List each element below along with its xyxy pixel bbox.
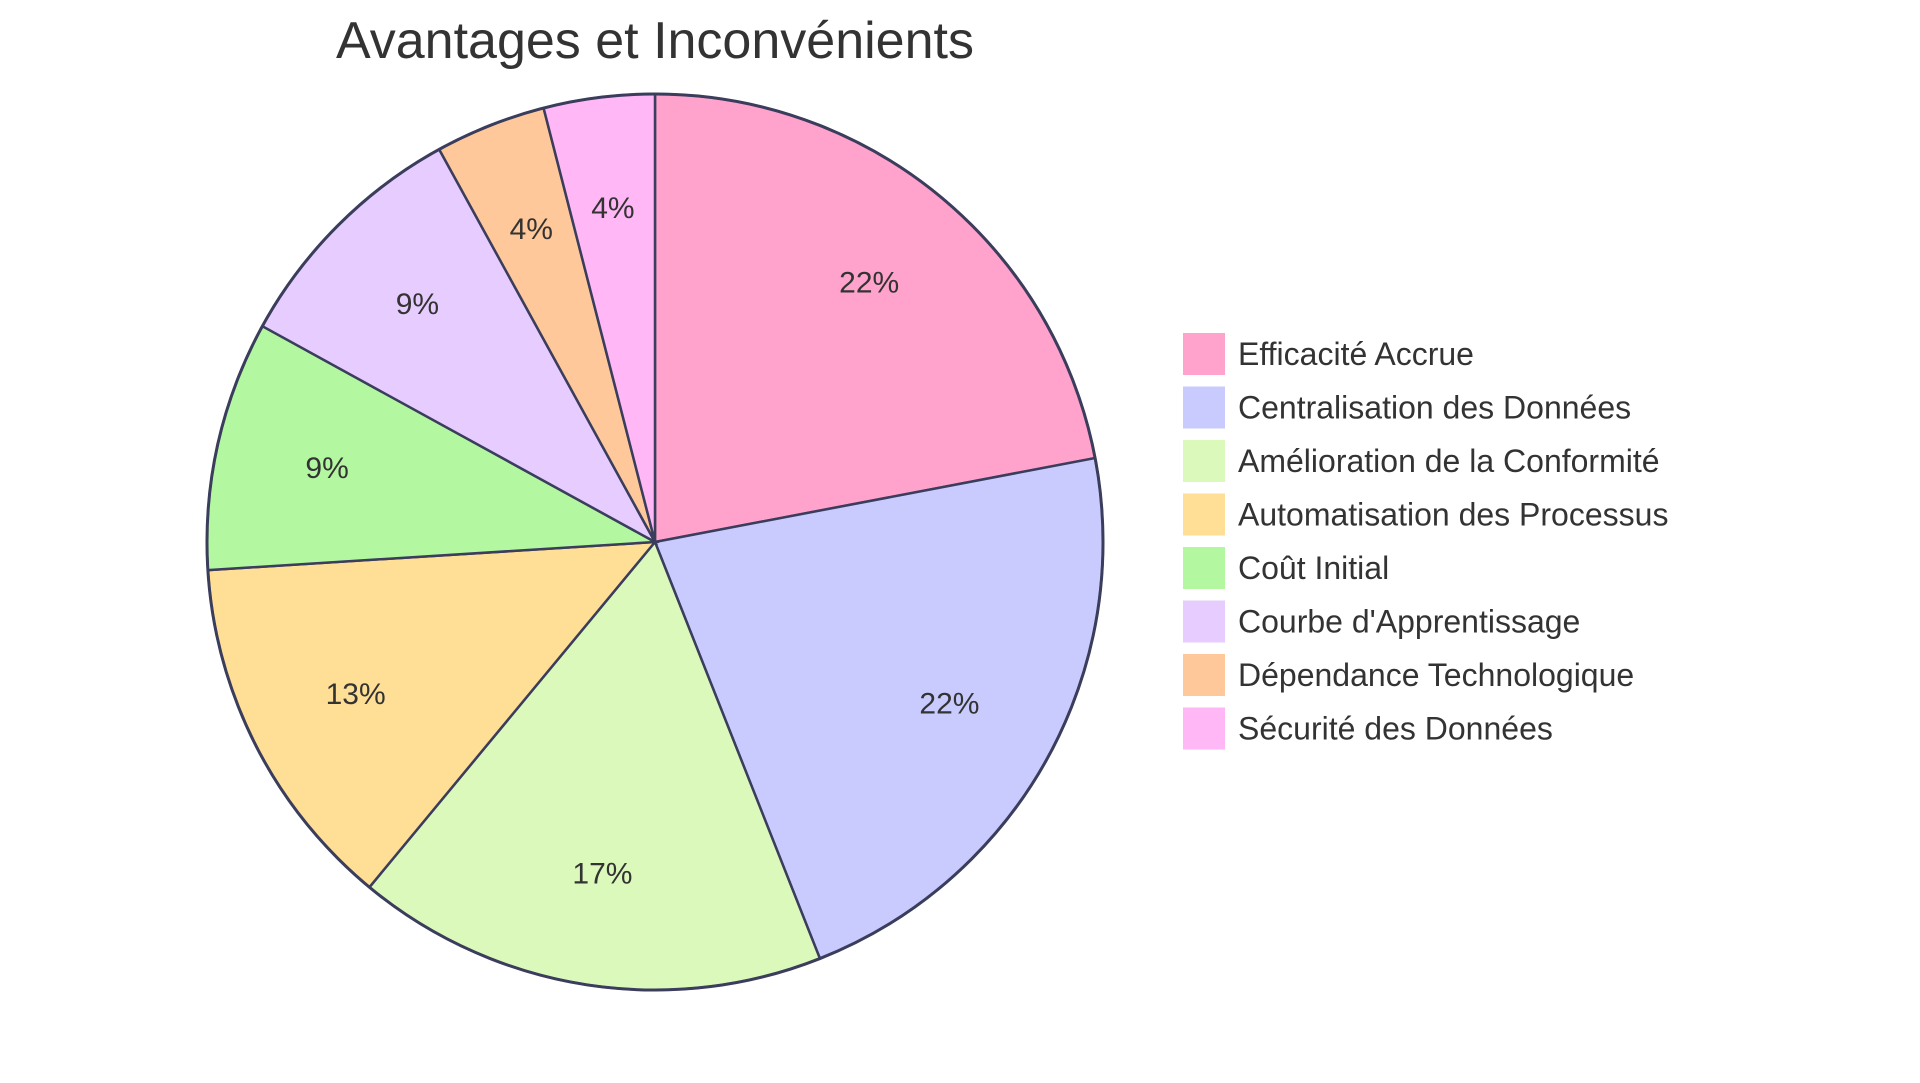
legend-swatch-centralisation-des-donnees [1181, 384, 1227, 431]
legend-label-cout-initial: Coût Initial [1238, 550, 1389, 586]
legend-label-amelioration-de-la-conformite: Amélioration de la Conformité [1238, 443, 1660, 479]
legend-label-efficacite-accrue: Efficacité Accrue [1238, 336, 1474, 372]
legend-label-automatisation-des-processus: Automatisation des Processus [1238, 497, 1668, 533]
legend: Efficacité Accrue Centralisation des Donn… [1181, 331, 1668, 752]
legend-label-dependance-technologique: Dépendance Technologique [1238, 657, 1634, 693]
slice-value-label: 22% [839, 267, 899, 300]
slice-value-label: 22% [919, 687, 979, 720]
pie-slice-labels: 22% 22% 17% 13% 9% 9% 4% 4% [305, 192, 979, 890]
legend-swatch-courbe-d-apprentissage [1181, 598, 1227, 645]
slice-value-label: 4% [591, 192, 634, 225]
slice-value-label: 9% [305, 452, 348, 485]
slice-value-label: 13% [326, 678, 386, 711]
legend-label-securite-des-donnees: Sécurité des Données [1238, 711, 1553, 747]
legend-swatch-automatisation-des-processus [1181, 491, 1227, 538]
legend-swatch-securite-des-donnees [1181, 705, 1227, 752]
pie-slices [205, 92, 1105, 992]
legend-swatch-efficacite-accrue [1181, 331, 1227, 377]
legend-swatch-dependance-technologique [1181, 652, 1227, 698]
legend-label-centralisation-des-donnees: Centralisation des Données [1238, 390, 1631, 426]
slice-value-label: 9% [396, 288, 439, 321]
pie-outline [205, 92, 1105, 992]
chart-title: Avantages et Inconvénients [336, 12, 974, 70]
slice-value-label: 4% [510, 213, 553, 246]
legend-label-courbe-d-apprentissage: Courbe d'Apprentissage [1238, 604, 1580, 640]
legend-swatch-cout-initial [1181, 545, 1227, 591]
legend-swatch-amelioration-de-la-conformite [1181, 438, 1227, 484]
slice-value-label: 17% [572, 857, 632, 890]
